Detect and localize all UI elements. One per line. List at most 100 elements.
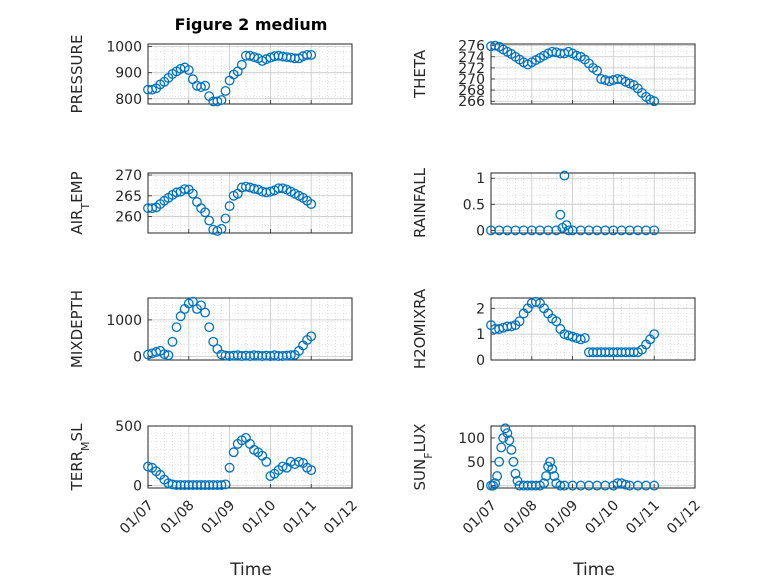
data-point xyxy=(216,480,227,490)
data-point xyxy=(294,456,304,467)
y-tick-label: 0 xyxy=(133,349,142,365)
data-point xyxy=(506,321,517,332)
subplot-rainfall: 0 0.5 1 RAINFALL xyxy=(411,167,696,239)
y-tick-label: 276 xyxy=(458,39,485,55)
x-tick-label: 01/12 xyxy=(321,498,361,538)
y-tick-label: 1 xyxy=(476,327,485,343)
data-point xyxy=(147,203,158,214)
y-axis-label: H2OMIXRA xyxy=(411,288,429,369)
axes-box xyxy=(147,172,353,234)
subplot-h2omixra: 0 1 2 H2OMIXRA xyxy=(411,288,696,369)
y-tick-label: 272 xyxy=(458,61,485,77)
data-point xyxy=(175,311,186,322)
y-tick-label: 0 xyxy=(476,223,485,239)
data-point xyxy=(490,40,501,51)
data-point xyxy=(494,456,505,467)
y-tick-label: 500 xyxy=(115,419,142,435)
data-point xyxy=(551,225,562,236)
data-point xyxy=(514,316,525,327)
subplot-pressure: 800 900 1000 PRESSURE xyxy=(68,35,353,114)
data-point xyxy=(200,80,211,91)
data-point xyxy=(228,447,239,458)
x-axis-label-left: Time xyxy=(229,560,272,580)
y-tick-label: 270 xyxy=(458,72,485,88)
data-point xyxy=(496,442,507,453)
y-tick-label: 265 xyxy=(115,189,142,205)
y-tick-label: 268 xyxy=(458,83,485,99)
data-point xyxy=(204,215,215,226)
data-point xyxy=(492,471,503,482)
data-point xyxy=(200,207,211,218)
x-tick-label: 01/08 xyxy=(158,498,198,538)
data-point xyxy=(649,480,660,491)
axes-box xyxy=(147,43,353,105)
data-point xyxy=(187,296,198,307)
data-point xyxy=(236,59,247,70)
data-point xyxy=(502,428,513,439)
data-point xyxy=(561,220,572,231)
data-point xyxy=(163,350,174,361)
axes-box xyxy=(490,43,696,105)
y-tick-label: 270 xyxy=(115,168,142,184)
data-point xyxy=(143,461,153,472)
data-point xyxy=(306,50,317,60)
data-point xyxy=(592,65,603,76)
y-tick-label: 0 xyxy=(476,479,485,495)
data-point xyxy=(265,186,276,197)
data-point xyxy=(224,462,235,473)
data-point xyxy=(555,480,566,491)
y-tick-label: 2 xyxy=(476,301,485,317)
data-point xyxy=(159,349,170,360)
data-point xyxy=(171,187,182,198)
data-point xyxy=(187,188,198,199)
y-axis-label: PRESSURE xyxy=(68,35,86,114)
y-tick-label: 274 xyxy=(458,50,485,66)
x-tick-label: 01/07 xyxy=(117,498,157,538)
data-point xyxy=(183,65,194,76)
y-tick-label: 1 xyxy=(476,171,485,187)
data-point xyxy=(277,183,288,194)
data-point xyxy=(179,184,190,195)
data-point xyxy=(216,223,227,234)
y-axis-label: MIXDEPTH xyxy=(68,290,86,368)
data-point xyxy=(147,84,158,95)
data-point xyxy=(504,435,515,446)
subplot-air-temp: 260 265 270 AIRTEMP xyxy=(68,168,353,236)
data-point xyxy=(245,438,255,449)
data-point xyxy=(575,334,586,345)
data-point xyxy=(196,300,206,311)
y-axis-label: THETA xyxy=(411,49,429,99)
y-tick-label: 0 xyxy=(476,353,485,369)
data-point xyxy=(620,479,631,490)
data-point xyxy=(306,199,317,209)
data-point xyxy=(490,478,501,489)
y-tick-label: 266 xyxy=(458,94,485,110)
subplot-sun-flux: 0 50 100 SUNFLUX 01/07 01/08 01/09 01/10 01/11 01… xyxy=(411,423,704,538)
data-point xyxy=(196,82,206,92)
data-point xyxy=(555,209,566,220)
data-point xyxy=(510,468,521,479)
x-tick-label: 01/11 xyxy=(623,498,663,538)
data-point xyxy=(212,96,223,107)
data-point xyxy=(216,95,227,106)
data-point xyxy=(261,456,272,467)
data-point xyxy=(204,322,215,333)
data-point xyxy=(649,225,660,236)
y-axis-label: AIRTEMP xyxy=(68,171,92,234)
data-point xyxy=(249,52,260,62)
data-point xyxy=(171,322,182,333)
data-point xyxy=(277,461,288,472)
figure-title: Figure 2 medium xyxy=(175,15,328,34)
y-tick-label: 1000 xyxy=(106,40,142,56)
data-point xyxy=(547,463,558,474)
data-point xyxy=(551,316,562,327)
x-tick-label: 01/07 xyxy=(460,498,500,538)
data-point xyxy=(306,465,317,476)
x-tick-label: 01/10 xyxy=(239,498,279,538)
data-point xyxy=(649,96,660,107)
x-tick-label: 01/12 xyxy=(664,498,704,538)
data-point xyxy=(579,333,590,343)
y-tick-label: 50 xyxy=(467,455,485,471)
